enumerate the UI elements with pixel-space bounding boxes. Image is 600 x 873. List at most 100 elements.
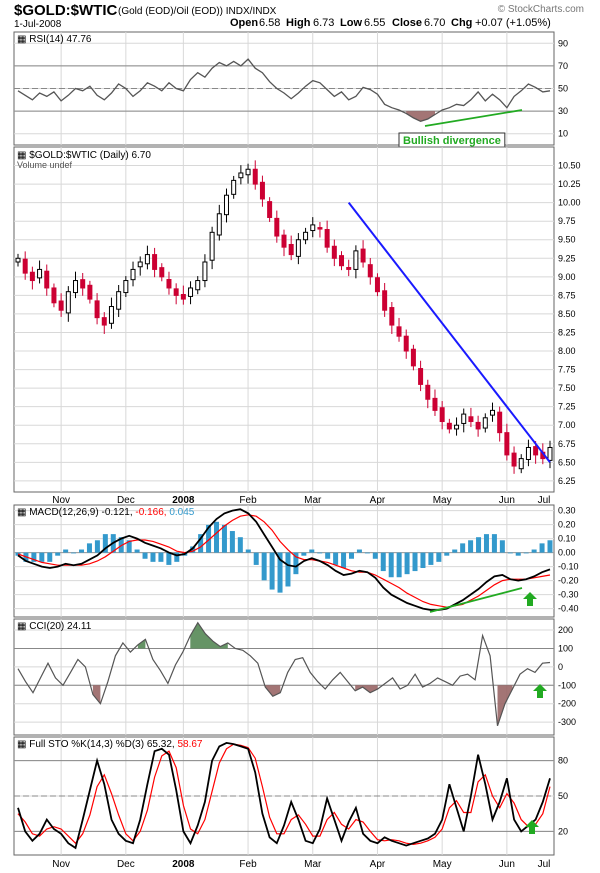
chart-symbol: $GOLD:$WTIC bbox=[14, 2, 117, 19]
macd-histogram-bar bbox=[39, 552, 45, 562]
price-candle bbox=[231, 179, 237, 195]
sto-tick-label: 80 bbox=[558, 756, 568, 766]
macd-histogram-bar bbox=[309, 549, 315, 553]
price-candle bbox=[101, 317, 107, 326]
macd-histogram-bar bbox=[483, 534, 489, 553]
price-candle bbox=[389, 307, 395, 326]
bottom-month-label: Feb bbox=[239, 859, 257, 870]
macd-histogram-bar bbox=[269, 552, 275, 590]
price-tick-label: 10.25 bbox=[558, 179, 581, 189]
macd-tick-label: -0.40 bbox=[558, 604, 579, 614]
macd-histogram-bar bbox=[214, 521, 220, 553]
bottom-month-label: Apr bbox=[370, 859, 386, 870]
price-candle bbox=[245, 168, 251, 176]
price-month-label: Feb bbox=[239, 495, 257, 506]
macd-histogram-bar bbox=[372, 552, 378, 559]
open-label: Open bbox=[230, 17, 258, 29]
price-tick-label: 10.00 bbox=[558, 198, 581, 208]
price-candle bbox=[403, 335, 409, 352]
cci-title: ▦ CCI(20) 24.11 bbox=[17, 621, 92, 632]
bottom-month-label: Nov bbox=[52, 859, 70, 870]
macd-histogram-bar bbox=[348, 552, 354, 559]
macd-panel: 0.30 0.20 0.10 0.00 -0.10 -0.20 -0.30 -0.40 ▦ MA… bbox=[13, 504, 579, 641]
price-trendline bbox=[347, 202, 551, 463]
price-candle bbox=[511, 452, 517, 467]
macd-histogram-bar bbox=[102, 534, 108, 553]
price-candle bbox=[152, 254, 158, 270]
watermark: © StockCharts.com bbox=[498, 4, 584, 15]
cci-tick-label: -100 bbox=[558, 680, 576, 690]
price-candle bbox=[518, 458, 524, 470]
price-candle bbox=[439, 407, 445, 423]
close-label: Close bbox=[392, 17, 422, 29]
price-candle bbox=[382, 290, 388, 311]
price-candle bbox=[295, 239, 301, 257]
cci-tick-label: -300 bbox=[558, 717, 576, 727]
macd-histogram-bar bbox=[547, 540, 553, 553]
rsi-tick-label: 10 bbox=[558, 129, 568, 139]
price-candle bbox=[65, 291, 71, 314]
sto-k-line bbox=[17, 741, 551, 850]
price-month-label: Nov bbox=[52, 495, 70, 506]
price-candle bbox=[159, 267, 165, 278]
macd-title-value: 0.045 bbox=[169, 507, 194, 518]
price-candle bbox=[353, 250, 359, 270]
macd-histogram-bar bbox=[229, 531, 235, 553]
macd-tick-label: 0.20 bbox=[558, 520, 576, 530]
open-value: 6.58 bbox=[259, 17, 280, 29]
price-candle bbox=[195, 280, 201, 291]
price-candle bbox=[425, 384, 431, 400]
price-candle bbox=[461, 413, 467, 424]
price-month-label: 2008 bbox=[172, 495, 195, 506]
price-candle bbox=[252, 168, 258, 185]
price-candle bbox=[446, 422, 452, 430]
macd-tick-label: -0.20 bbox=[558, 576, 579, 586]
sto-panel: 80 50 20 ▦ Full STO %K(14,3) %D(3) 65.32, 5… bbox=[13, 736, 568, 870]
macd-histogram-bar bbox=[190, 546, 196, 553]
sto-title-value: 65.32, bbox=[147, 739, 178, 750]
macd-histogram-bar bbox=[277, 552, 283, 593]
macd-histogram-bar bbox=[174, 552, 180, 562]
macd-divergence-line bbox=[429, 587, 523, 613]
price-tick-label: 9.25 bbox=[558, 253, 576, 263]
price-candle bbox=[87, 284, 93, 300]
macd-histogram-bar bbox=[142, 552, 148, 559]
macd-histogram-bar bbox=[31, 552, 37, 562]
price-candle bbox=[94, 300, 100, 319]
macd-histogram-bar bbox=[47, 552, 53, 562]
bottom-month-label: May bbox=[433, 859, 452, 870]
macd-histogram-bar bbox=[79, 549, 85, 553]
price-candle bbox=[475, 421, 481, 430]
price-tick-label: 7.75 bbox=[558, 365, 576, 375]
price-candle bbox=[209, 231, 215, 261]
cci-tick-label: 200 bbox=[558, 625, 573, 635]
macd-tick-label: 0.30 bbox=[558, 506, 576, 516]
macd-histogram-bar bbox=[71, 552, 77, 554]
macd-histogram-bar bbox=[468, 540, 474, 553]
macd-histogram-bar bbox=[444, 552, 450, 556]
price-tick-label: 8.25 bbox=[558, 327, 576, 337]
price-title: ▦ $GOLD:$WTIC (Daily) 6.70 bbox=[17, 150, 151, 161]
cci-panel: 200 100 0 -100 -200 -300 ▦ CCI(20) 24.11 bbox=[13, 618, 576, 736]
macd-histogram-bar bbox=[515, 552, 521, 556]
price-candle bbox=[497, 411, 503, 434]
price-candle bbox=[454, 424, 460, 430]
chg-value: +0.07 (+1.05%) bbox=[475, 17, 551, 29]
macd-histogram-bar bbox=[253, 552, 259, 565]
price-candle bbox=[108, 306, 114, 324]
macd-histogram-bar bbox=[134, 549, 140, 553]
price-candle bbox=[29, 271, 35, 282]
macd-histogram-bar bbox=[86, 543, 92, 553]
macd-histogram-bar bbox=[126, 540, 132, 553]
macd-tick-label: 0.00 bbox=[558, 548, 576, 558]
price-candle bbox=[51, 287, 57, 304]
price-candle bbox=[123, 280, 129, 294]
sto-title: ▦ Full STO %K(14,3) %D(3) 65.32, 58.67 bbox=[17, 739, 203, 750]
cci-tick-label: -200 bbox=[558, 699, 576, 709]
macd-histogram-bar bbox=[404, 552, 410, 575]
macd-histogram-bar bbox=[396, 552, 402, 578]
macd-histogram-bar bbox=[380, 552, 386, 572]
rsi-divergence-label-text: Bullish divergence bbox=[403, 135, 501, 147]
macd-tick-label: -0.10 bbox=[558, 562, 579, 572]
price-tick-label: 9.50 bbox=[558, 235, 576, 245]
